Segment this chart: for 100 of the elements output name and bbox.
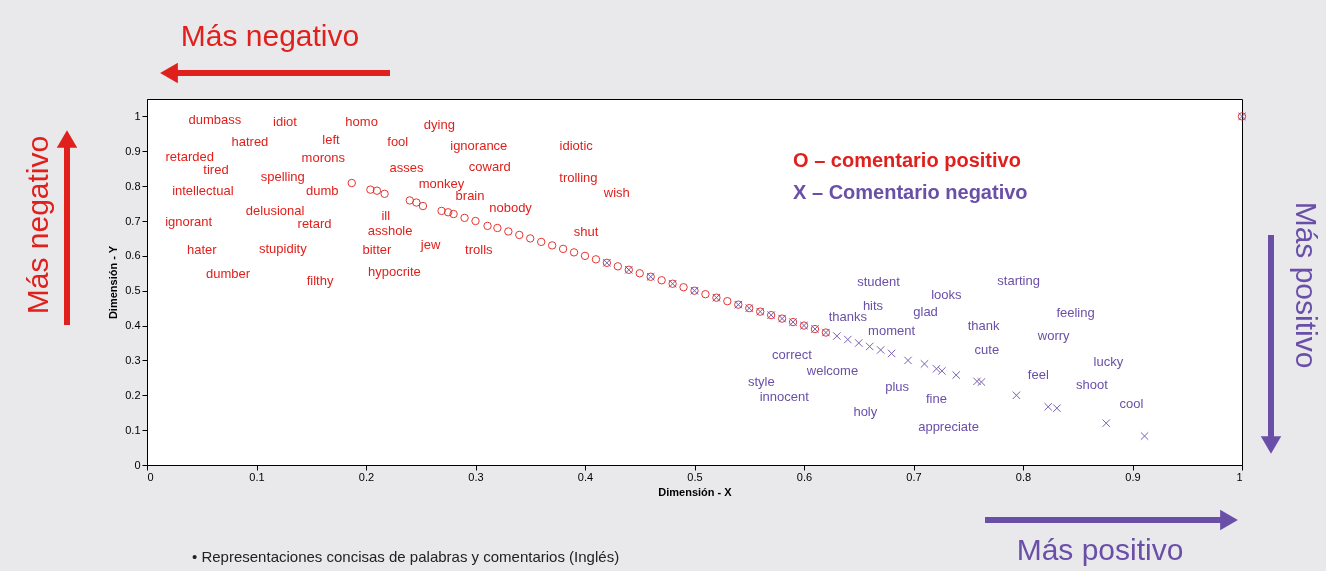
text: X – Comentario negativo — [793, 181, 1028, 203]
annotation: glad — [913, 304, 938, 320]
annotation: spelling — [260, 168, 305, 184]
x-tick-label: 0.9 — [1125, 470, 1141, 483]
point — [504, 227, 513, 236]
annotation: asses — [389, 160, 424, 176]
annotation: ignorant — [165, 213, 213, 229]
point — [569, 248, 579, 257]
annotation: filthy — [306, 272, 334, 288]
annotation: hater — [186, 242, 218, 258]
point — [449, 209, 458, 219]
point — [843, 335, 853, 344]
annotation: appreciate — [918, 419, 979, 435]
annotation: ill — [381, 208, 391, 224]
x-tick-label: 0.7 — [906, 470, 922, 483]
point — [887, 349, 896, 358]
point — [526, 234, 535, 243]
annotation: worry — [1036, 327, 1071, 343]
annotation: fine — [926, 390, 947, 406]
y-axis-title: Dimensión - Y — [107, 245, 120, 320]
point — [865, 342, 874, 351]
annotation: intellectual — [172, 183, 234, 199]
text: • Representaciones concisas de palabras y comentarios (Inglés) — [192, 548, 620, 565]
annotation: dumbass — [188, 111, 242, 127]
point — [657, 276, 666, 285]
annotation: welcome — [805, 363, 859, 379]
annotation: looks — [931, 286, 963, 302]
y-tick-label: 0.7 — [125, 214, 141, 227]
annotation: style — [747, 374, 775, 390]
y-tick-label: 0.9 — [125, 144, 141, 157]
annotation: idiot — [273, 114, 298, 130]
point — [723, 296, 732, 306]
annotation: wish — [602, 185, 630, 201]
annotation: lucky — [1093, 354, 1124, 370]
annotation: trolls — [465, 242, 494, 258]
point — [547, 241, 557, 250]
point — [493, 223, 502, 233]
point — [972, 377, 982, 386]
y-tick-label: 0.5 — [125, 284, 141, 297]
x-tick-label: 0.4 — [577, 470, 594, 483]
annotation: hypocrite — [368, 263, 421, 279]
point — [405, 196, 415, 205]
point — [443, 208, 453, 217]
y-tick-label: 0.1 — [125, 423, 141, 436]
y-tick-label: 0.8 — [125, 179, 141, 192]
annotation: asshole — [367, 223, 413, 239]
text: Más negativo — [21, 135, 54, 315]
point — [515, 230, 524, 240]
annotation: nobody — [489, 200, 533, 216]
point — [347, 178, 356, 188]
y-tick-label: 0.4 — [125, 319, 141, 332]
x-tick-label: 0.5 — [687, 470, 703, 483]
annotation: homo — [345, 114, 378, 130]
point — [366, 185, 375, 194]
point — [558, 244, 568, 254]
point — [1102, 418, 1111, 428]
point — [1140, 431, 1149, 441]
point — [580, 251, 590, 261]
annotation: left — [322, 131, 341, 147]
y-tick-label: 0.6 — [125, 249, 141, 262]
annotation: morons — [301, 150, 346, 166]
point — [679, 283, 688, 292]
annotation: tired — [203, 162, 229, 178]
point — [635, 269, 644, 278]
annotation: dumber — [205, 265, 251, 281]
annotation: trolling — [559, 169, 598, 185]
annotation: fool — [387, 134, 409, 150]
annotation: thank — [967, 317, 1000, 333]
annotation: innocent — [759, 389, 810, 405]
x-tick-label: 0 — [147, 470, 154, 483]
annotation: starting — [997, 272, 1040, 288]
point — [418, 201, 428, 211]
point — [412, 198, 421, 207]
annotation: idiotic — [559, 138, 594, 154]
point — [952, 370, 961, 380]
annotation: bitter — [362, 242, 393, 258]
y-tick-label: 0.3 — [125, 353, 141, 366]
annotation: cute — [974, 342, 1000, 358]
x-tick-label: 0.3 — [468, 470, 484, 483]
point — [613, 262, 623, 271]
point — [536, 237, 546, 247]
text: Más positivo — [1290, 201, 1323, 369]
annotation: ignorance — [450, 138, 508, 154]
y-tick-label: 0 — [134, 458, 141, 471]
annotation: correct — [772, 346, 813, 362]
annotation: delusional — [245, 202, 305, 218]
annotation: student — [857, 274, 901, 290]
text: Más positivo — [1016, 533, 1184, 566]
annotation: feel — [1027, 367, 1049, 383]
y-tick-label: 1 — [134, 109, 141, 122]
point — [380, 189, 389, 199]
point — [437, 206, 446, 216]
point — [460, 213, 469, 223]
point — [471, 216, 480, 226]
point — [854, 338, 863, 348]
x-tick-label: 1 — [1236, 470, 1243, 483]
point — [876, 345, 885, 355]
x-tick-label: 0.2 — [358, 470, 375, 483]
point — [591, 255, 601, 264]
annotation: holy — [853, 404, 878, 420]
